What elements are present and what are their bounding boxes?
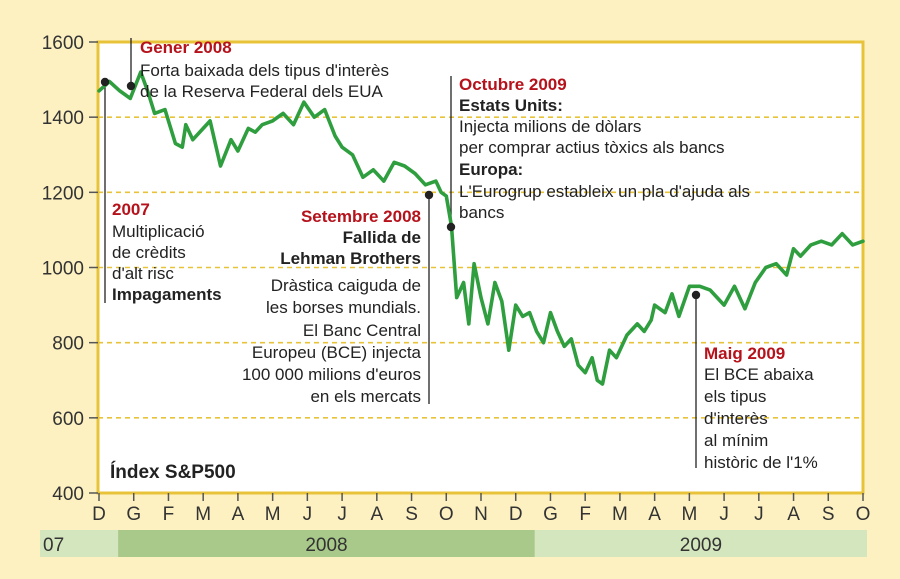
x-tick-label: J bbox=[754, 504, 764, 525]
annotation-leaders bbox=[104, 38, 697, 468]
annotation-maig-2009-line: al mínim bbox=[704, 431, 768, 450]
marker-octubre-2009 bbox=[446, 222, 456, 232]
marker-maig-2009 bbox=[691, 290, 701, 300]
annotation-octubre-2009-bold: Estats Units: bbox=[459, 96, 563, 115]
x-tick-label: M bbox=[195, 504, 211, 525]
x-tick-label: A bbox=[787, 504, 800, 525]
grid-lines bbox=[98, 116, 863, 419]
y-tick-label: 800 bbox=[52, 334, 84, 355]
y-tick-label: 400 bbox=[52, 484, 84, 505]
x-tick-label: A bbox=[232, 504, 245, 525]
annotation-setembre-2008-bold: Lehman Brothers bbox=[280, 249, 421, 268]
annotation-octubre-2009-line: per comprar actius tòxics als bancs bbox=[459, 138, 725, 157]
x-tick-label: O bbox=[439, 504, 454, 525]
year-band bbox=[534, 530, 867, 557]
annotation-2007-line: d'alt risc bbox=[112, 264, 174, 283]
annotation-2007-heading: 2007 bbox=[112, 200, 150, 219]
x-tick-label: G bbox=[126, 504, 141, 525]
annotation-maig-2009-line: El BCE abaixa bbox=[704, 365, 814, 384]
annotation-setembre-2008-line: Europeu (BCE) injecta bbox=[252, 343, 422, 362]
y-axis: 1600 1400 1200 1000 800 600 400 bbox=[42, 33, 98, 505]
year-band bbox=[118, 530, 535, 557]
x-tick-label: F bbox=[579, 504, 591, 525]
annotation-gener-2008-heading: Gener 2008 bbox=[140, 38, 232, 57]
annotation-setembre-2008-line: 100 000 milions d'euros bbox=[242, 365, 421, 384]
x-tick-label: J bbox=[303, 504, 313, 525]
marker-gener-2008 bbox=[126, 81, 136, 91]
annotation-octubre-2009-line: bancs bbox=[459, 203, 504, 222]
year-bands: 07 2008 2009 bbox=[40, 530, 867, 557]
chart-title: Índex S&P500 bbox=[110, 461, 236, 483]
annotation-octubre-2009-heading: Octubre 2009 bbox=[459, 75, 567, 94]
annotation-maig-2009-line: els tipus bbox=[704, 387, 766, 406]
annotation-gener-2008-line: de la Reserva Federal dels EUA bbox=[140, 82, 384, 101]
annotation-setembre-2008-heading: Setembre 2008 bbox=[301, 207, 421, 226]
x-tick-label: J bbox=[337, 504, 347, 525]
y-tick-label: 1600 bbox=[42, 33, 84, 54]
annotation-octubre-2009-bold: Europa: bbox=[459, 160, 523, 179]
y-tick-label: 1200 bbox=[42, 183, 84, 204]
x-tick-label: M bbox=[265, 504, 281, 525]
x-tick-label: M bbox=[612, 504, 628, 525]
annotation-2007-bold: Impagaments bbox=[112, 285, 222, 304]
x-tick-label: D bbox=[509, 504, 523, 525]
y-tick-label: 600 bbox=[52, 409, 84, 430]
marker-setembre-2008 bbox=[424, 190, 434, 200]
annotation-setembre-2008-line: El Banc Central bbox=[303, 321, 421, 340]
x-tick-label: O bbox=[856, 504, 871, 525]
annotation-maig-2009-heading: Maig 2009 bbox=[704, 344, 785, 363]
annotation-markers bbox=[100, 77, 701, 300]
x-tick-label: M bbox=[681, 504, 697, 525]
year-label: 2009 bbox=[680, 535, 722, 556]
annotation-gener-2008-line: Forta baixada dels tipus d'interès bbox=[140, 61, 389, 80]
annotation-setembre-2008: Setembre 2008 Fallida de Lehman Brothers… bbox=[242, 207, 422, 406]
annotation-maig-2009-line: històric de l'1% bbox=[704, 453, 818, 472]
x-tick-label: D bbox=[92, 504, 106, 525]
x-tick-label: G bbox=[543, 504, 558, 525]
y-tick-label: 1000 bbox=[42, 259, 84, 280]
annotation-2007-line: Multiplicació bbox=[112, 222, 205, 241]
series-line bbox=[97, 70, 865, 386]
annotation-2007-line: de crèdits bbox=[112, 243, 186, 262]
annotation-setembre-2008-line: Dràstica caiguda de bbox=[271, 276, 421, 295]
year-label: 2008 bbox=[305, 535, 347, 556]
annotation-maig-2009-line: d'interès bbox=[704, 409, 768, 428]
x-tick-label: A bbox=[648, 504, 661, 525]
annotation-gener-2008: Gener 2008 Forta baixada dels tipus d'in… bbox=[140, 38, 389, 101]
annotation-setembre-2008-line: les borses mundials. bbox=[266, 298, 421, 317]
year-label: 07 bbox=[43, 535, 64, 556]
annotation-octubre-2009-line: Injecta milions de dòlars bbox=[459, 117, 641, 136]
annotation-octubre-2009-line: L'Eurogrup estableix un pla d'ajuda als bbox=[459, 182, 750, 201]
y-tick-label: 1400 bbox=[42, 108, 84, 129]
x-tick-label: F bbox=[163, 504, 175, 525]
x-tick-label: S bbox=[405, 504, 418, 525]
annotation-setembre-2008-bold: Fallida de bbox=[343, 228, 421, 247]
x-tick-label: A bbox=[370, 504, 383, 525]
x-tick-label: S bbox=[822, 504, 835, 525]
annotation-octubre-2009: Octubre 2009 Estats Units: Injecta milio… bbox=[459, 75, 750, 222]
annotation-2007: 2007 Multiplicació de crèdits d'alt risc… bbox=[112, 200, 222, 304]
x-tick-label: J bbox=[719, 504, 729, 525]
marker-2007 bbox=[100, 77, 110, 87]
annotation-setembre-2008-line: en els mercats bbox=[310, 387, 421, 406]
year-band bbox=[40, 530, 119, 557]
annotation-maig-2009: Maig 2009 El BCE abaixa els tipus d'inte… bbox=[704, 344, 818, 472]
x-tick-label: N bbox=[474, 504, 488, 525]
